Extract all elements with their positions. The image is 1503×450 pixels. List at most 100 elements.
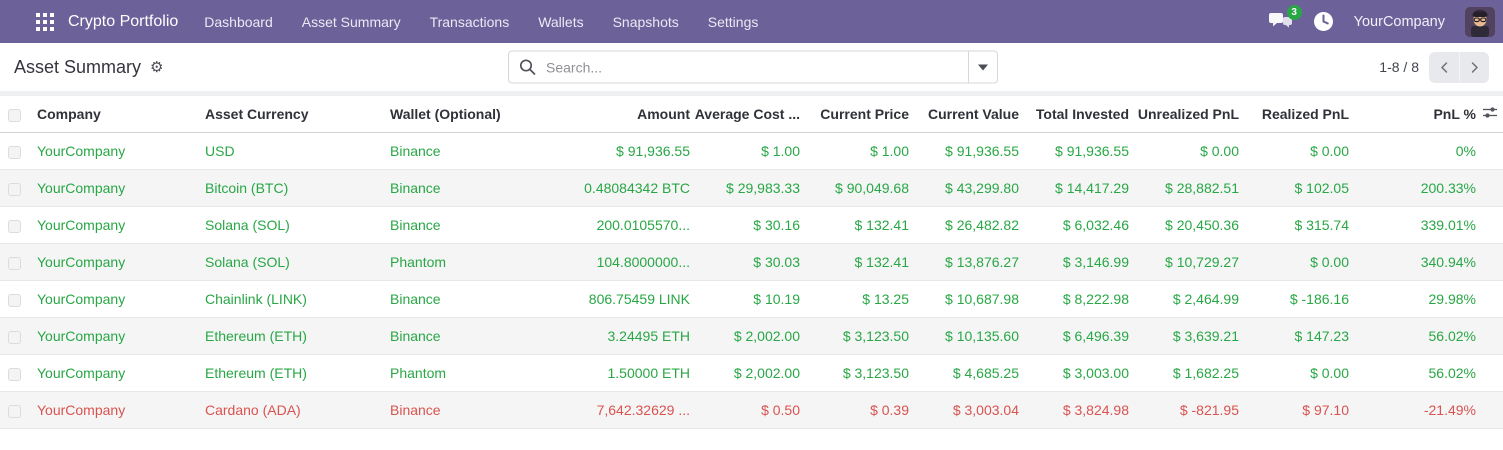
col-header-current-price[interactable]: Current Price <box>801 96 910 133</box>
cell-current-price: $ 3,123.50 <box>801 317 910 355</box>
cell-wallet: Binance <box>383 206 516 244</box>
table-row[interactable]: YourCompany Ethereum (ETH) Binance 3.244… <box>0 317 1503 355</box>
col-header-current-value[interactable]: Current Value <box>910 96 1020 133</box>
row-checkbox[interactable] <box>8 404 21 418</box>
cell-realized-pnl: $ 147.23 <box>1240 317 1350 355</box>
cell-total-invested: $ 14,417.29 <box>1020 169 1130 207</box>
cell-current-price: $ 132.41 <box>801 243 910 281</box>
pager-next-button[interactable] <box>1459 51 1489 83</box>
table-row[interactable]: YourCompany Cardano (ADA) Binance 7,642.… <box>0 391 1503 428</box>
search-bar <box>508 50 998 84</box>
nav-item-asset-summary[interactable]: Asset Summary <box>301 13 401 30</box>
cell-asset-currency: USD <box>205 143 235 159</box>
cell-pnl-pct: 0% <box>1455 143 1476 159</box>
cell-total-invested: $ 6,496.39 <box>1020 317 1130 355</box>
row-checkbox[interactable] <box>8 256 21 270</box>
table-header-row: Company Asset Currency Wallet (Optional)… <box>0 96 1503 133</box>
table-row[interactable]: YourCompany Chainlink (LINK) Binance 806… <box>0 280 1503 318</box>
cell-wallet: Binance <box>383 317 516 355</box>
col-header-realized-pnl[interactable]: Realized PnL <box>1240 96 1350 133</box>
table-row[interactable]: YourCompany Solana (SOL) Phantom 104.800… <box>0 243 1503 281</box>
cell-realized-pnl: $ 0.00 <box>1310 143 1349 159</box>
pager-range: 1-8 / 8 <box>1379 59 1419 75</box>
col-header-pnl-pct[interactable]: PnL % <box>1350 96 1477 133</box>
activities-clock-icon[interactable] <box>1313 11 1334 32</box>
cell-average-cost: $ 29,983.33 <box>691 169 801 207</box>
cell-amount: 1.50000 ETH <box>516 354 691 392</box>
col-header-company[interactable]: Company <box>30 96 198 133</box>
messages-icon[interactable]: 3 <box>1268 5 1302 31</box>
cell-company: YourCompany <box>30 280 198 318</box>
search-input[interactable] <box>544 58 968 76</box>
cell-company: YourCompany <box>30 317 198 355</box>
col-header-average-cost[interactable]: Average Cost ... <box>691 96 801 133</box>
cell-asset-currency: Solana (SOL) <box>198 243 383 281</box>
row-checkbox[interactable] <box>8 330 21 344</box>
nav-item-dashboard[interactable]: Dashboard <box>204 13 273 30</box>
nav-item-settings[interactable]: Settings <box>707 13 759 30</box>
asset-summary-table: Company Asset Currency Wallet (Optional)… <box>0 96 1503 428</box>
cell-amount: 200.0105570... <box>516 206 691 244</box>
cell-pnl-pct: 340.94% <box>1350 243 1477 281</box>
col-header-total-invested[interactable]: Total Invested <box>1020 96 1130 133</box>
row-checkbox[interactable] <box>8 367 21 381</box>
cell-total-invested: $ 91,936.55 <box>1055 143 1129 159</box>
nav-item-snapshots[interactable]: Snapshots <box>612 13 679 30</box>
cell-wallet: Binance <box>383 280 516 318</box>
cell-current-price: $ 13.25 <box>801 280 910 318</box>
cell-current-value: $ 10,687.98 <box>910 280 1020 318</box>
row-checkbox[interactable] <box>8 145 21 159</box>
table-row[interactable]: YourCompany Bitcoin (BTC) Binance 0.4808… <box>0 169 1503 207</box>
cell-total-invested: $ 6,032.46 <box>1020 206 1130 244</box>
cell-realized-pnl: $ -186.16 <box>1240 280 1350 318</box>
apps-grid-icon[interactable] <box>36 12 54 31</box>
table-row[interactable]: YourCompany USD Binance $ 91,936.55 $ 1.… <box>0 133 1503 170</box>
top-navbar: Crypto Portfolio Dashboard Asset Summary… <box>0 0 1503 43</box>
cell-pnl-pct: 200.33% <box>1350 169 1477 207</box>
cell-pnl-pct: 56.02% <box>1350 317 1477 355</box>
nav-item-transactions[interactable]: Transactions <box>429 13 510 30</box>
cell-asset-currency: Cardano (ADA) <box>198 391 383 428</box>
cell-total-invested: $ 3,824.98 <box>1020 391 1130 428</box>
col-header-amount[interactable]: Amount <box>516 96 691 133</box>
row-checkbox[interactable] <box>8 219 21 233</box>
cell-current-value: $ 3,003.04 <box>910 391 1020 428</box>
cell-total-invested: $ 3,146.99 <box>1020 243 1130 281</box>
search-filters-toggle[interactable] <box>968 51 997 83</box>
control-panel: Asset Summary ⚙ 1-8 / 8 <box>0 43 1503 91</box>
nav-item-wallets[interactable]: Wallets <box>538 13 584 30</box>
select-all-checkbox[interactable] <box>8 108 21 122</box>
cell-realized-pnl: $ 0.00 <box>1240 243 1350 281</box>
table-row[interactable]: YourCompany Solana (SOL) Binance 200.010… <box>0 206 1503 244</box>
cell-asset-currency: Ethereum (ETH) <box>198 317 383 355</box>
cell-average-cost: $ 30.16 <box>691 206 801 244</box>
optional-columns-icon[interactable] <box>1477 96 1503 133</box>
row-checkbox[interactable] <box>8 293 21 307</box>
gear-icon[interactable]: ⚙ <box>150 58 164 76</box>
cell-current-value: $ 10,135.60 <box>910 317 1020 355</box>
row-checkbox[interactable] <box>8 182 21 196</box>
cell-amount: 0.48084342 BTC <box>516 169 691 207</box>
cell-current-value: $ 43,299.80 <box>910 169 1020 207</box>
cell-unrealized-pnl: $ 2,464.99 <box>1130 280 1240 318</box>
cell-current-value: $ 4,685.25 <box>910 354 1020 392</box>
cell-average-cost: $ 2,002.00 <box>691 354 801 392</box>
table-row[interactable]: YourCompany Ethereum (ETH) Phantom 1.500… <box>0 354 1503 392</box>
cell-amount: 806.75459 LINK <box>516 280 691 318</box>
cell-company: YourCompany <box>30 243 198 281</box>
cell-current-value: $ 26,482.82 <box>910 206 1020 244</box>
pager-previous-button[interactable] <box>1429 52 1459 83</box>
cell-wallet: Phantom <box>383 243 516 281</box>
cell-realized-pnl: $ 315.74 <box>1240 206 1350 244</box>
cell-amount: $ 91,936.55 <box>616 143 690 159</box>
col-header-wallet[interactable]: Wallet (Optional) <box>383 96 516 133</box>
col-header-asset-currency[interactable]: Asset Currency <box>198 96 383 133</box>
cell-average-cost: $ 10.19 <box>691 280 801 318</box>
cell-wallet: Binance <box>383 391 516 428</box>
user-menu[interactable]: YourCompany <box>1353 13 1445 30</box>
cell-unrealized-pnl: $ -821.95 <box>1130 391 1240 428</box>
app-title[interactable]: Crypto Portfolio <box>68 12 179 30</box>
col-header-unrealized-pnl[interactable]: Unrealized PnL <box>1130 96 1240 133</box>
avatar[interactable] <box>1465 6 1495 37</box>
page-title: Asset Summary <box>14 56 142 77</box>
